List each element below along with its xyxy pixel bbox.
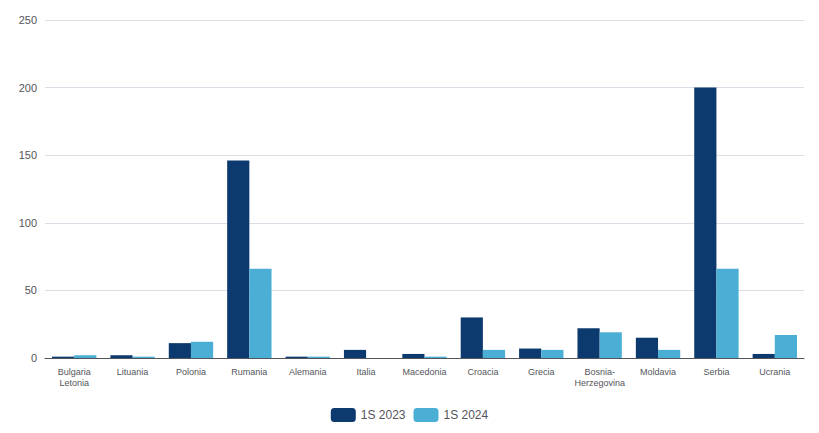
svg-text:1S 2024: 1S 2024 (444, 408, 489, 422)
svg-text:250: 250 (19, 14, 37, 26)
svg-text:Lituania: Lituania (117, 367, 149, 377)
svg-text:100: 100 (19, 217, 37, 229)
svg-text:Polonia: Polonia (176, 367, 206, 377)
svg-text:0: 0 (31, 352, 37, 364)
svg-text:1S 2023: 1S 2023 (361, 408, 406, 422)
svg-text:Grecia: Grecia (528, 367, 555, 377)
svg-text:Ucrania: Ucrania (759, 367, 790, 377)
svg-text:200: 200 (19, 82, 37, 94)
svg-text:Bosnia-: Bosnia- (584, 367, 615, 377)
svg-text:Rumania: Rumania (231, 367, 267, 377)
svg-text:150: 150 (19, 149, 37, 161)
svg-text:Letonia: Letonia (59, 378, 89, 388)
svg-text:Herzegovina: Herzegovina (574, 378, 625, 388)
svg-text:Moldavia: Moldavia (640, 367, 676, 377)
svg-text:Croacia: Croacia (467, 367, 498, 377)
svg-text:Bulgaria: Bulgaria (58, 367, 91, 377)
svg-text:Italia: Italia (357, 367, 376, 377)
svg-text:Macedonia: Macedonia (402, 367, 446, 377)
svg-text:Serbia: Serbia (703, 367, 729, 377)
svg-text:50: 50 (25, 284, 37, 296)
svg-text:Alemania: Alemania (289, 367, 327, 377)
